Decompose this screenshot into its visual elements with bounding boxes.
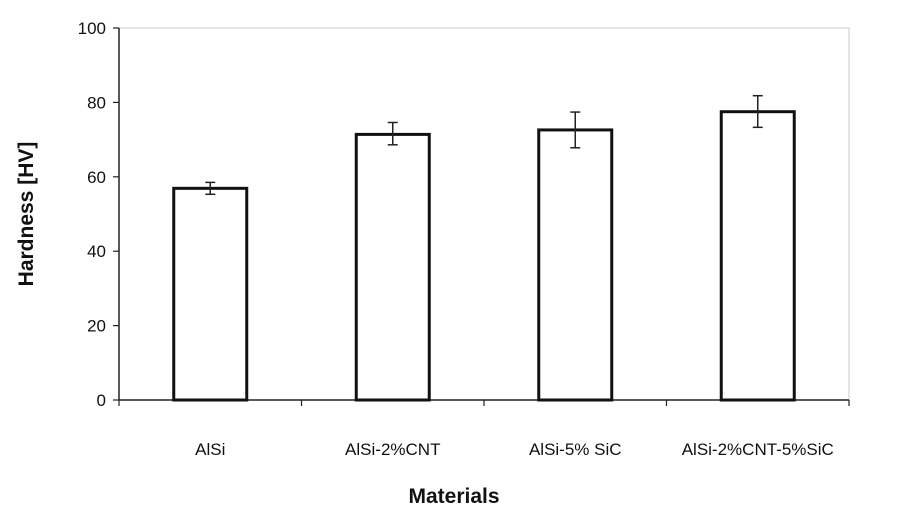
bars-group bbox=[172, 110, 796, 402]
x-category-label: AlSi-5% SiC bbox=[529, 440, 622, 459]
bar bbox=[354, 132, 431, 402]
bar bbox=[719, 110, 796, 402]
x-category-label: AlSi-2%CNT-5%SiC bbox=[682, 440, 834, 459]
y-tick-label: 60 bbox=[87, 168, 106, 187]
y-tick-label: 100 bbox=[78, 19, 106, 38]
bar bbox=[537, 128, 614, 402]
y-axis-ticks: 0 20 40 60 80 100 bbox=[78, 19, 119, 410]
error-bars-group bbox=[205, 94, 763, 196]
y-tick-label: 20 bbox=[87, 317, 106, 336]
x-axis-ticks: AlSi AlSi-2%CNT AlSi-5% SiC AlSi-2%CNT-5%Si… bbox=[118, 400, 850, 459]
y-axis-title: Hardness [HV] bbox=[15, 142, 38, 287]
x-category-label: AlSi-2%CNT bbox=[345, 440, 440, 459]
bar bbox=[172, 186, 249, 402]
y-tick-label: 0 bbox=[97, 391, 106, 410]
y-tick-label: 80 bbox=[87, 93, 106, 112]
x-axis-title: Materials bbox=[408, 485, 499, 508]
x-category-label: AlSi bbox=[195, 440, 225, 459]
y-tick-label: 40 bbox=[87, 242, 106, 261]
